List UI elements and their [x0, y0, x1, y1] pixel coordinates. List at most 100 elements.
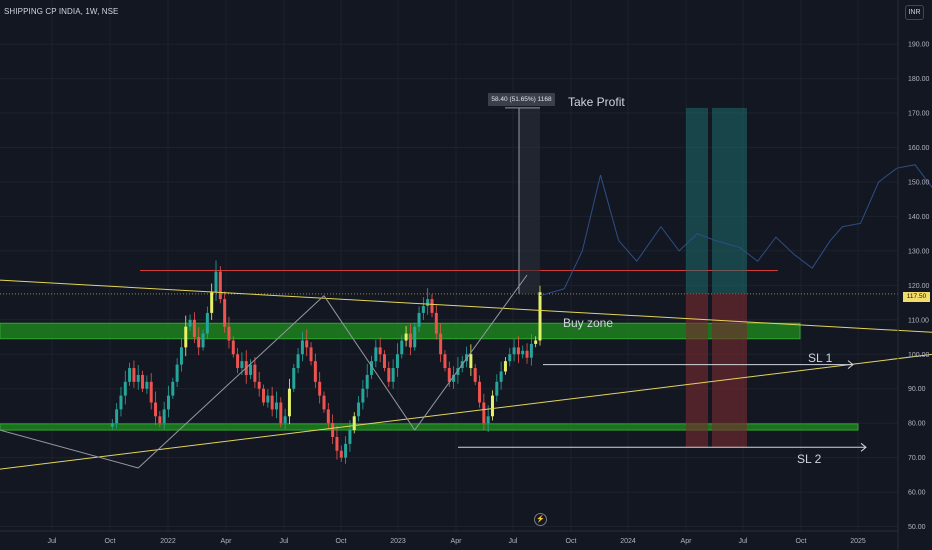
candle-body — [300, 340, 304, 355]
candle-body — [287, 388, 291, 417]
sl1-label: SL 1 — [808, 351, 833, 365]
candle-body — [119, 395, 123, 410]
stop-box — [712, 293, 747, 448]
candle-body — [188, 319, 192, 327]
candle-body — [395, 354, 399, 369]
y-tick-label: 170.00 — [908, 111, 930, 118]
candle-body — [210, 292, 214, 313]
x-tick-label: Oct — [566, 538, 577, 545]
candle-body — [503, 361, 507, 372]
candle-body — [253, 364, 257, 382]
y-tick-label: 160.00 — [908, 145, 930, 152]
trendline-descending — [0, 279, 932, 333]
stop-box — [686, 293, 708, 448]
candle-body — [158, 416, 162, 424]
candle-body — [452, 374, 456, 382]
candle-body — [352, 416, 356, 431]
candle-body — [240, 361, 244, 369]
candle-body — [516, 347, 520, 355]
candle-body — [145, 381, 149, 389]
y-tick-label: 190.00 — [908, 42, 930, 49]
candle-body — [227, 326, 231, 341]
sl2-label: SL 2 — [797, 452, 822, 466]
candle-body — [274, 402, 278, 410]
measure-band — [519, 107, 540, 294]
candle-body — [270, 395, 274, 410]
candle-body — [331, 423, 335, 437]
candle-body — [413, 326, 417, 348]
y-tick-label: 60.00 — [908, 490, 926, 497]
x-tick-label: Jul — [739, 538, 748, 545]
candle-body — [357, 402, 361, 417]
last-price-tag: 117.50 — [903, 292, 930, 302]
y-tick-label: 90.00 — [908, 386, 926, 393]
projection-path — [539, 164, 932, 297]
candle-body — [326, 409, 330, 424]
candle-body — [171, 381, 175, 396]
candle-body — [175, 364, 179, 382]
candle-body — [365, 374, 369, 389]
y-tick-label: 80.00 — [908, 421, 926, 428]
candle-body — [378, 347, 382, 355]
measure-label: 58.40 (51.65%) 1168 — [488, 93, 555, 106]
y-tick-label: 180.00 — [908, 76, 930, 83]
candle-body — [443, 354, 447, 369]
candle-body — [128, 368, 132, 382]
candle-body — [348, 430, 352, 444]
candles — [110, 260, 542, 464]
candle-body — [486, 416, 490, 424]
candle-body — [179, 347, 183, 365]
candle-body — [214, 271, 218, 293]
candle-body — [266, 395, 270, 403]
candle-body — [439, 333, 443, 355]
candle-body — [421, 306, 425, 313]
x-tick-label: Jul — [48, 538, 57, 545]
candle-body — [434, 312, 438, 334]
target-box — [712, 107, 747, 294]
candle-body — [387, 368, 391, 382]
candle-body — [313, 361, 317, 382]
y-tick-label: 110.00 — [908, 317, 929, 324]
candle-body — [123, 381, 127, 396]
candle-body — [391, 368, 395, 382]
sl2-arrow-head — [860, 442, 867, 452]
candle-body — [218, 271, 222, 300]
candle-body — [335, 436, 339, 451]
candle-body — [482, 402, 486, 424]
x-tick-label: 2023 — [390, 538, 406, 545]
take-profit-label: Take Profit — [568, 95, 625, 109]
y-tick-label: 150.00 — [908, 179, 930, 186]
candle-body — [512, 347, 516, 355]
candle-body — [149, 381, 153, 403]
trendline-w2 — [0, 429, 139, 469]
buy-zone-label: Buy zone — [563, 316, 614, 330]
x-tick-label: Oct — [105, 538, 116, 545]
flash-icon[interactable]: ⚡ — [534, 513, 547, 526]
candle-body — [499, 371, 503, 382]
candle-body — [205, 312, 209, 334]
buy-zone — [0, 322, 801, 340]
x-tick-label: 2024 — [620, 538, 636, 545]
x-tick-label: Jul — [509, 538, 518, 545]
candle-body — [521, 350, 525, 355]
candle-body — [322, 395, 326, 410]
candle-body — [534, 340, 538, 344]
candle-body — [456, 368, 460, 375]
x-tick-label: Apr — [451, 538, 463, 545]
candle-body — [309, 347, 313, 362]
y-tick-label: 100.00 — [908, 352, 930, 359]
candle-body — [339, 450, 343, 458]
x-tick-label: Oct — [336, 538, 347, 545]
candle-body — [495, 381, 499, 396]
candle-body — [478, 381, 482, 403]
x-tick-label: Jul — [280, 538, 289, 545]
currency-button[interactable]: INR — [905, 5, 924, 20]
target-box — [686, 107, 708, 294]
x-tick-label: 2022 — [160, 538, 176, 545]
candle-body — [529, 343, 533, 358]
candle-body — [430, 299, 434, 313]
